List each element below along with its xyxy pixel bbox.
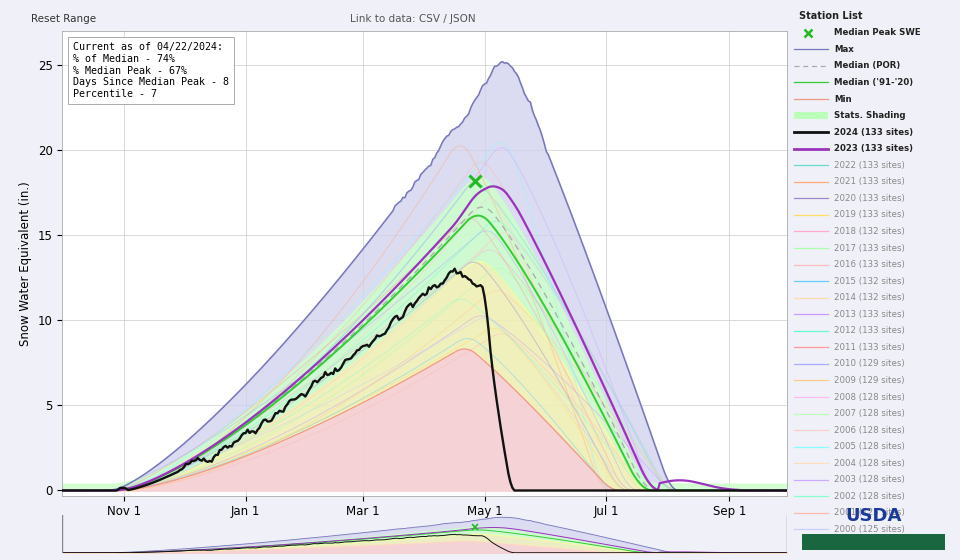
Text: 2024 (133 sites): 2024 (133 sites) — [834, 128, 914, 137]
Text: Station List: Station List — [799, 11, 862, 21]
Text: 2007 (128 sites): 2007 (128 sites) — [834, 409, 905, 418]
Text: 2019 (133 sites): 2019 (133 sites) — [834, 211, 905, 220]
Text: 2016 (133 sites): 2016 (133 sites) — [834, 260, 905, 269]
Text: 2010 (129 sites): 2010 (129 sites) — [834, 360, 905, 368]
Text: Max: Max — [834, 45, 854, 54]
Y-axis label: Snow Water Equivalent (in.): Snow Water Equivalent (in.) — [19, 181, 33, 346]
Bar — [802, 534, 945, 550]
Text: 2015 (132 sites): 2015 (132 sites) — [834, 277, 905, 286]
Text: 2021 (133 sites): 2021 (133 sites) — [834, 178, 905, 186]
Text: Median (POR): Median (POR) — [834, 62, 900, 71]
Text: 2013 (133 sites): 2013 (133 sites) — [834, 310, 905, 319]
Text: 2004 (128 sites): 2004 (128 sites) — [834, 459, 905, 468]
Text: 2001 (125 sites): 2001 (125 sites) — [834, 508, 905, 517]
Text: 2022 (133 sites): 2022 (133 sites) — [834, 161, 905, 170]
Text: Min: Min — [834, 95, 852, 104]
Text: 2000 (125 sites): 2000 (125 sites) — [834, 525, 905, 534]
Text: 2018 (132 sites): 2018 (132 sites) — [834, 227, 905, 236]
Text: 2005 (128 sites): 2005 (128 sites) — [834, 442, 905, 451]
Text: 2011 (133 sites): 2011 (133 sites) — [834, 343, 905, 352]
Text: 2012 (133 sites): 2012 (133 sites) — [834, 326, 905, 335]
Text: Link to data: CSV / JSON: Link to data: CSV / JSON — [350, 14, 475, 24]
Text: 2020 (133 sites): 2020 (133 sites) — [834, 194, 905, 203]
Text: 2014 (132 sites): 2014 (132 sites) — [834, 293, 905, 302]
Text: Median Peak SWE: Median Peak SWE — [834, 29, 921, 38]
Text: 2008 (128 sites): 2008 (128 sites) — [834, 393, 905, 402]
Bar — [794, 112, 828, 119]
Text: Median ('91-'20): Median ('91-'20) — [834, 78, 914, 87]
Text: Reset Range: Reset Range — [31, 14, 96, 24]
Text: 2017 (133 sites): 2017 (133 sites) — [834, 244, 905, 253]
Text: 2003 (128 sites): 2003 (128 sites) — [834, 475, 905, 484]
Text: 2009 (129 sites): 2009 (129 sites) — [834, 376, 905, 385]
Text: 2002 (128 sites): 2002 (128 sites) — [834, 492, 905, 501]
Text: Current as of 04/22/2024:
% of Median - 74%
% Median Peak - 67%
Days Since Media: Current as of 04/22/2024: % of Median - … — [73, 43, 229, 99]
Text: USDA: USDA — [845, 507, 901, 525]
Text: 2023 (133 sites): 2023 (133 sites) — [834, 144, 913, 153]
Text: 2006 (128 sites): 2006 (128 sites) — [834, 426, 905, 435]
Text: Stats. Shading: Stats. Shading — [834, 111, 906, 120]
